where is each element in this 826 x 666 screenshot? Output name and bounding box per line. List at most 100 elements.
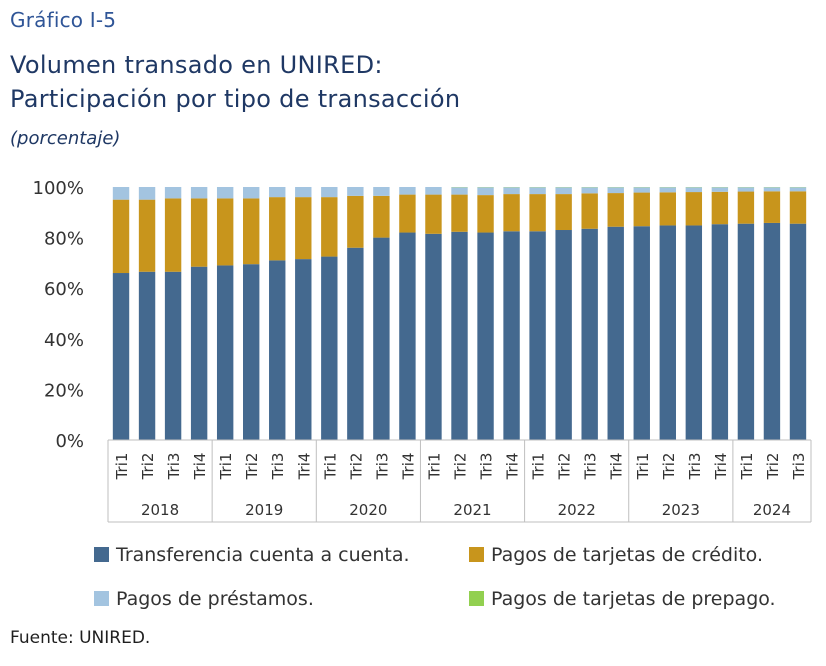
bar-segment-series-2 xyxy=(685,192,703,226)
x-tick-label: Tri1 xyxy=(738,453,756,481)
x-tick-label: Tri1 xyxy=(113,453,131,481)
bar-segment-series-1 xyxy=(503,231,520,440)
y-tick-label: 60% xyxy=(44,279,84,300)
bar-segment-series-1 xyxy=(425,233,442,440)
bar-segment-series-2 xyxy=(737,191,755,224)
bar-segment-series-3 xyxy=(190,187,208,199)
chart-subtitle: (porcentaje) xyxy=(10,128,121,149)
bar-segment-series-3 xyxy=(763,187,781,192)
bar-segment-series-1 xyxy=(789,223,807,440)
bar-segment-series-1 xyxy=(216,265,234,440)
y-tick-label: 40% xyxy=(44,330,84,351)
bar-segment-series-1 xyxy=(321,256,338,440)
stacked-bar-chart: 0% 20% 40% 60% 80% 100% Tri1 Tri2 Tri3 Tri4 Tri1 Tr… xyxy=(33,178,812,523)
bar-segment-series-3 xyxy=(425,187,442,195)
bar-segment-series-2 xyxy=(216,198,234,266)
bar-segment-series-2 xyxy=(190,198,208,267)
source-note: Fuente: UNIRED. xyxy=(10,628,151,648)
y-tick-label: 80% xyxy=(44,229,84,250)
bar-segment-series-1 xyxy=(737,223,755,440)
bar-segment-series-2 xyxy=(581,193,598,229)
bar-segment-series-2 xyxy=(269,197,286,261)
bar-segment-series-3 xyxy=(581,187,598,194)
bar-segment-series-2 xyxy=(425,194,442,234)
bar-segment-series-3 xyxy=(737,187,755,192)
bar-segment-series-2 xyxy=(138,199,156,272)
bar-segment-series-1 xyxy=(138,271,156,440)
legend-swatch xyxy=(469,547,484,562)
x-tick-label: Tri1 xyxy=(217,453,235,481)
bar-segment-series-1 xyxy=(763,222,781,440)
bar-segment-series-2 xyxy=(763,191,781,223)
bar-segment-series-1 xyxy=(633,226,650,440)
bar-segment-series-2 xyxy=(451,194,468,232)
bar-segment-series-2 xyxy=(711,191,729,225)
x-tick-label: Tri3 xyxy=(269,453,287,481)
bar-segment-series-1 xyxy=(295,259,312,440)
bar-segment-series-1 xyxy=(477,232,494,440)
legend-swatch xyxy=(94,547,109,562)
chart-title-line-1: Volumen transado en UNIRED: xyxy=(10,51,383,79)
bar-segment-series-3 xyxy=(607,187,624,194)
year-label: 2024 xyxy=(753,501,791,519)
bar-segment-series-3 xyxy=(112,187,130,200)
x-tick-label: Tri3 xyxy=(478,453,496,481)
bar-segment-series-2 xyxy=(503,194,520,232)
x-tick-label: Tri1 xyxy=(425,453,443,481)
x-tick-label: Tri2 xyxy=(452,453,470,481)
legend-label: Pagos de tarjetas de prepago. xyxy=(491,588,776,610)
x-tick-label: Tri4 xyxy=(608,453,626,481)
bar-segment-series-3 xyxy=(503,187,520,195)
bar-segment-series-2 xyxy=(295,197,312,260)
x-tick-label: Tri3 xyxy=(790,453,808,481)
bar-segment-series-1 xyxy=(581,228,598,440)
x-tick-label: Tri3 xyxy=(582,453,600,481)
bar-segment-series-3 xyxy=(659,187,676,193)
legend-item: Pagos de préstamos. xyxy=(94,588,314,610)
legend-item: Pagos de tarjetas de crédito. xyxy=(469,544,763,566)
bar-segment-series-3 xyxy=(295,187,312,198)
bar-segment-series-3 xyxy=(477,187,494,196)
bar-segment-series-2 xyxy=(321,197,338,257)
bar-segment-series-2 xyxy=(243,198,260,265)
bar-segment-series-2 xyxy=(789,191,807,224)
y-tick-label: 100% xyxy=(33,178,84,199)
bar-segment-series-3 xyxy=(529,187,546,195)
bar-segment-series-2 xyxy=(607,193,624,227)
legend-label: Pagos de préstamos. xyxy=(116,588,314,610)
bar-segment-series-1 xyxy=(347,247,364,440)
bar-segment-series-1 xyxy=(399,232,416,440)
bar-segment-series-2 xyxy=(477,195,494,233)
x-tick-label: Tri3 xyxy=(165,453,183,481)
bar-segment-series-3 xyxy=(321,187,338,198)
bar-segment-series-1 xyxy=(659,225,676,440)
bar-segment-series-2 xyxy=(112,199,130,274)
year-label: 2021 xyxy=(453,501,491,519)
x-tick-label: Tri2 xyxy=(556,453,574,481)
figure-label: Gráfico I-5 xyxy=(10,8,117,32)
x-tick-label: Tri2 xyxy=(139,453,157,481)
bar-segment-series-1 xyxy=(451,231,468,440)
bar-segment-series-1 xyxy=(112,273,130,440)
bar-segment-series-2 xyxy=(164,198,182,272)
year-label: 2019 xyxy=(245,501,283,519)
bar-segment-series-1 xyxy=(529,231,546,440)
bar-segment-series-2 xyxy=(659,192,676,226)
bar-segment-series-2 xyxy=(529,194,546,232)
bar-segment-series-3 xyxy=(347,187,364,196)
bar-segment-series-2 xyxy=(555,194,572,231)
x-tick-label: Tri4 xyxy=(712,453,730,481)
bar-segment-series-2 xyxy=(633,192,650,227)
legend-swatch xyxy=(469,591,484,606)
legend-item: Pagos de tarjetas de prepago. xyxy=(469,588,776,610)
x-tick-label: Tri4 xyxy=(295,453,313,481)
bar-segment-series-3 xyxy=(399,187,416,195)
bar-segment-series-3 xyxy=(633,187,650,193)
bar-segment-series-3 xyxy=(243,187,260,199)
x-tick-label: Tri2 xyxy=(764,453,782,481)
bar-segment-series-3 xyxy=(451,187,468,195)
bar-segment-series-3 xyxy=(711,187,729,192)
bar-segment-series-1 xyxy=(164,271,182,440)
bar-segment-series-1 xyxy=(243,264,260,440)
x-tick-label: Tri3 xyxy=(686,453,704,481)
